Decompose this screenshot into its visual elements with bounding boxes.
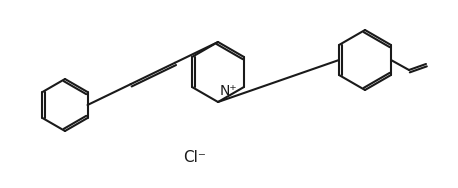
Text: N⁺: N⁺ — [220, 84, 238, 98]
Text: Cl⁻: Cl⁻ — [184, 151, 207, 165]
